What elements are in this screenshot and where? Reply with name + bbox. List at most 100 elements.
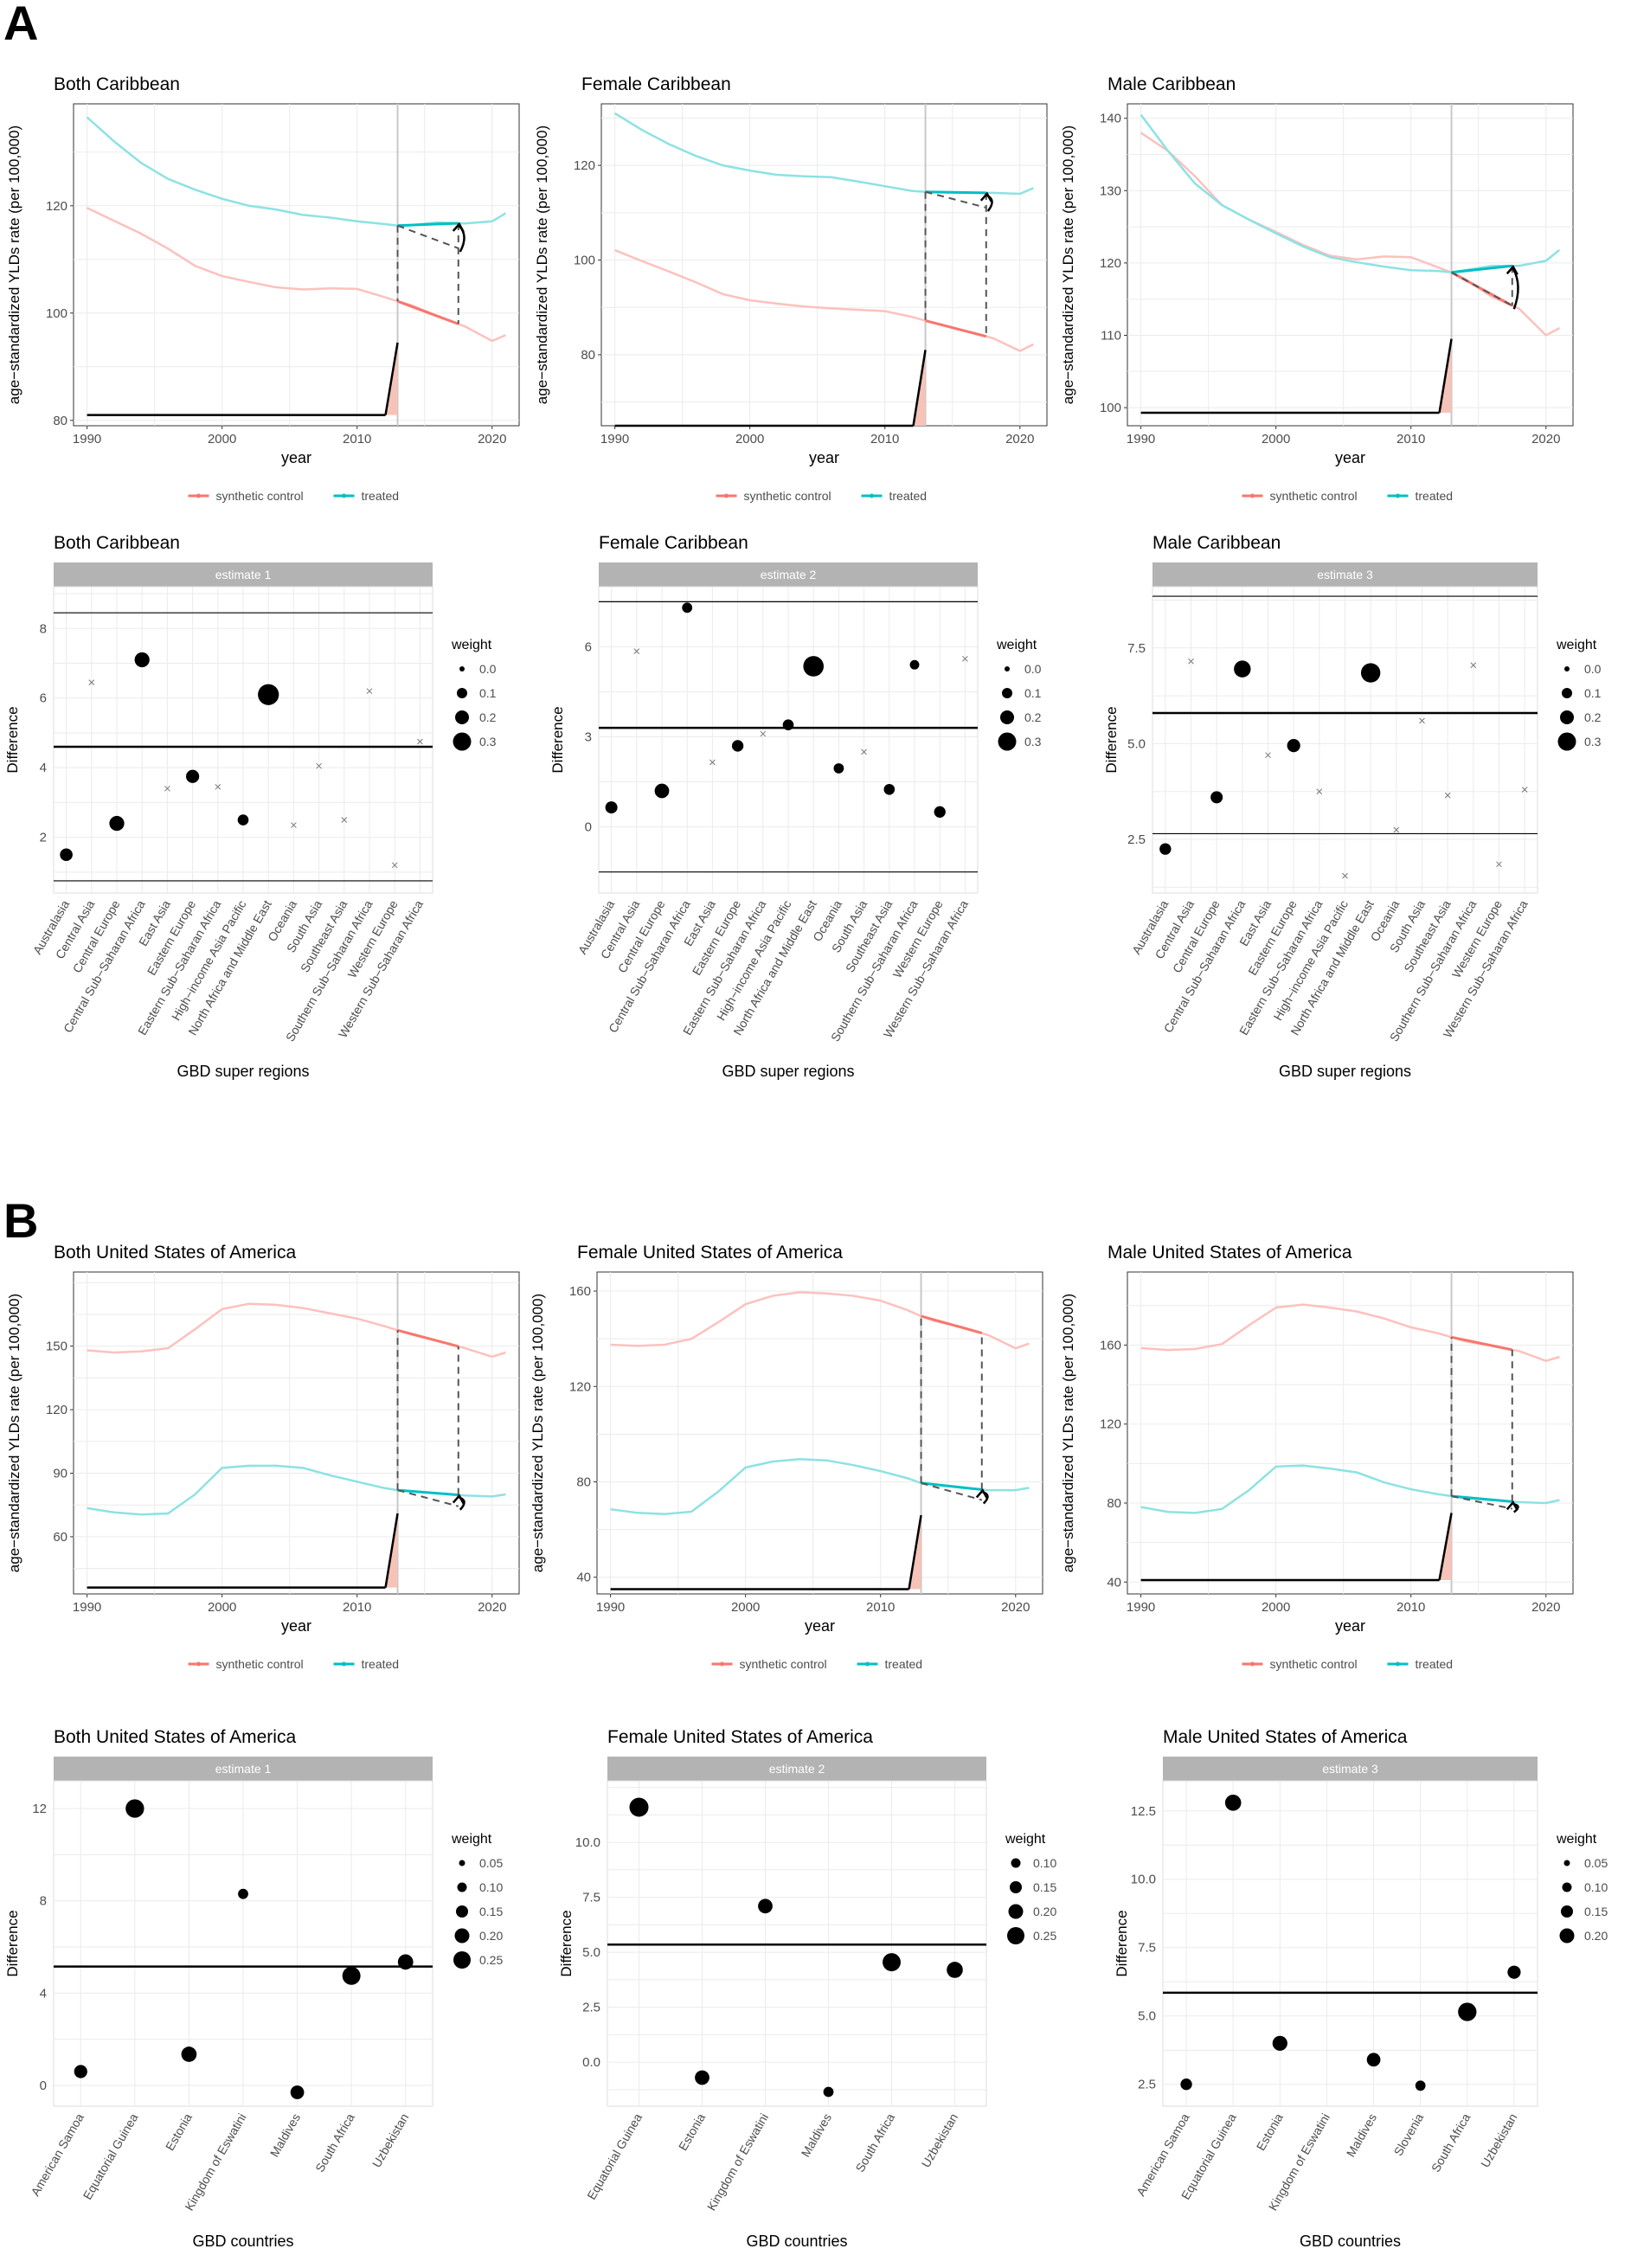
chart-title: Both Caribbean [54,74,180,94]
dot-chart-both-usa: Both United States of America estimate 1 0… [4,1727,503,2250]
chart-title: Male United States of America [1107,1243,1352,1262]
zero-weight-marker [291,822,297,828]
y-tick-label: 2.5 [582,2001,600,2015]
legend-size-label: 0.0 [1584,662,1602,676]
legend-size-label: 0.20 [479,1929,503,1943]
y-tick-label: 5.0 [1127,736,1146,751]
data-point [186,769,200,783]
y-axis-label: age−standardized YLDs rate (per 100,000) [6,1294,22,1572]
dot-chart-female-usa: Female United States of America estimate … [558,1727,1056,2250]
legend-label-treated: treated [362,1657,400,1671]
x-tick-label: 2020 [1005,432,1034,447]
legend-size-label: 0.3 [1024,735,1042,749]
legend-dot-treated [1396,493,1400,498]
legend-size-label: 0.10 [1584,1880,1608,1894]
treated-post-segment [397,222,459,228]
data-point [60,848,73,862]
chart-title: Both United States of America [54,1727,296,1747]
plot-panel [600,103,1048,427]
facet-strip-label: estimate 2 [761,568,817,581]
y-axis-label: Difference [549,706,566,773]
x-tick-label: 2010 [1396,432,1425,447]
y-tick-label: 2 [40,831,47,845]
treated-post-segment [925,190,986,195]
line-chart-both-caribbean: Both Caribbean 80 100 120 1990 2000 2010 2020 ye… [6,74,520,503]
legend-size-label: 0.15 [1584,1905,1608,1918]
x-tick-label: 2020 [478,432,506,447]
effect-ramp-area [1439,1513,1452,1581]
legend-label-treated: treated [1416,1657,1454,1671]
legend-size-label: 0.2 [1024,710,1042,724]
y-axis-label: Difference [4,1910,21,1976]
synthetic-post-segment [397,299,459,325]
effect-arrow-head [1506,265,1518,275]
chart-title: Female Caribbean [599,533,748,553]
data-point [629,1797,649,1817]
facet-strip-label: estimate 3 [1317,568,1373,581]
x-tick-label: South Africa [312,2111,357,2175]
chart-title: Both United States of America [54,1243,296,1262]
zero-weight-marker [417,738,423,745]
legend-title: weight [996,638,1037,652]
data-point [883,783,896,795]
legend-size-label: 0.1 [1024,686,1042,700]
dashed-counterfactual [397,1489,459,1507]
data-point [682,602,693,614]
x-tick-label: 2010 [866,1600,895,1615]
legend-size-key [1561,1905,1573,1918]
facet-strip [54,562,433,587]
x-tick-label: 2000 [735,432,764,447]
legend-size-label: 0.05 [1584,1856,1608,1870]
data-point [909,659,920,670]
y-axis-label: Difference [1103,706,1120,773]
facet-strip [607,1757,986,1781]
data-point [134,652,150,668]
data-point [1287,739,1300,753]
y-tick-label: 120 [569,1379,591,1394]
legend-size-label: 0.15 [479,1905,503,1918]
facet-strip [1152,562,1538,587]
legend-size-key [1563,1860,1570,1866]
y-axis-label: Difference [4,706,21,773]
y-tick-label: 60 [53,1530,67,1545]
x-tick-label: 1990 [1127,432,1155,447]
legend-size-key [1564,666,1570,671]
y-tick-label: 0.0 [582,2055,600,2070]
x-axis-label: year [1335,449,1365,466]
plot-panel [73,1271,520,1595]
line-chart-male-usa: Male United States of America 40 80 120 160 1… [1060,1243,1574,1671]
y-tick-label: 7.5 [1138,1941,1156,1956]
data-point [947,1962,963,1978]
x-tick-label: Uzbekistan [369,2111,411,2170]
effect-arrow-head [452,1494,465,1505]
y-tick-label: 4 [40,761,47,775]
facet-strip-label: estimate 1 [215,568,272,581]
legend-size-key [1010,1881,1022,1893]
y-tick-label: 10.0 [575,1835,600,1850]
y-tick-label: 80 [581,348,595,363]
legend-label-treated: treated [889,489,928,503]
legend-dot-synthetic [1250,493,1255,498]
legend-size-label: 0.2 [1584,710,1602,724]
y-tick-label: 40 [576,1571,591,1585]
data-point [1366,2053,1381,2067]
legend-size-label: 0.20 [1584,1929,1608,1943]
data-point [1159,843,1172,855]
x-axis-label: year [281,1617,311,1635]
x-tick-label: Estonia [1254,2111,1286,2153]
y-tick-label: 7.5 [1127,641,1146,656]
zero-weight-marker [164,785,170,792]
zero-weight-marker [1188,658,1194,665]
y-tick-label: 12 [32,1802,47,1816]
legend-label-treated: treated [1416,489,1454,503]
zero-weight-marker [1316,788,1323,795]
effect-ramp-line [384,342,399,415]
legend-dot-treated [870,493,874,498]
plot-panel [596,1271,1043,1595]
y-tick-label: 90 [53,1467,67,1481]
data-point [342,1966,361,1985]
dot-chart-male-usa: Male United States of America estimate 3 2… [1114,1727,1608,2250]
y-tick-label: 7.5 [582,1891,600,1905]
plot-panel [1162,1780,1538,2107]
